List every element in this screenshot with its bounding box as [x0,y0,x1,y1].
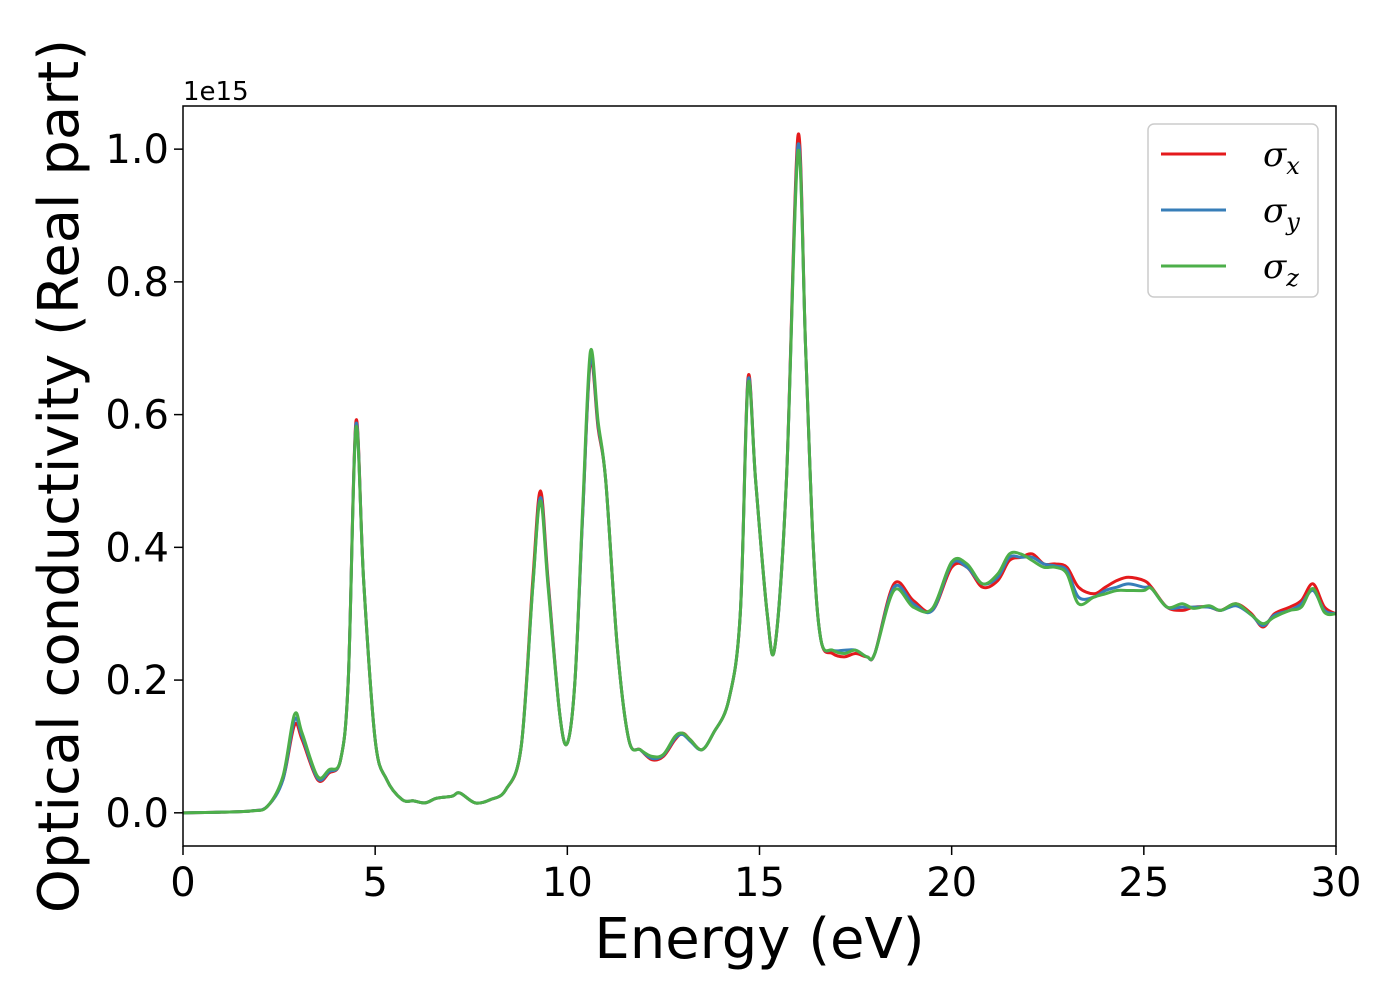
y-tick-label: 0.8 [105,260,169,306]
legend-label-subscript: x [1286,152,1300,180]
legend-label-base: σ [1263,135,1287,175]
x-tick-label: 20 [926,860,977,906]
legend-label-x: σx [1263,135,1300,180]
legend-label-base: σ [1263,247,1287,287]
x-tick-label: 30 [1311,860,1362,906]
legend-label-y: σy [1263,191,1300,236]
y-tick-label: 0.6 [105,393,169,439]
y-tick-label: 1.0 [105,127,169,173]
x-tick-label: 25 [1118,860,1169,906]
y-axis-label: Optical conductivity (Real part) [27,39,92,913]
series-line-z [183,148,1336,815]
x-axis-ticks: 0 5 10 15 20 25 30 [170,846,1361,906]
y-axis-ticks: 0.0 0.2 0.4 0.6 0.8 1.0 [105,127,183,837]
plot-background [183,106,1336,846]
y-offset-label: 1e15 [183,77,249,107]
series-group [183,132,1336,815]
x-tick-label: 0 [170,860,195,906]
y-tick-label: 0.0 [105,791,169,837]
x-axis-label: Energy (eV) [594,907,924,972]
x-tick-label: 10 [542,860,593,906]
x-tick-label: 5 [362,860,387,906]
legend-label-subscript: z [1285,264,1299,292]
x-tick-label: 15 [734,860,785,906]
y-tick-label: 0.2 [105,658,169,704]
y-tick-label: 0.4 [105,525,169,571]
legend-label-z: σz [1263,247,1299,292]
plot-area [182,105,1337,847]
legend-label-base: σ [1263,191,1287,231]
legend-label-subscript: y [1285,208,1300,236]
legend-box [1147,123,1319,298]
